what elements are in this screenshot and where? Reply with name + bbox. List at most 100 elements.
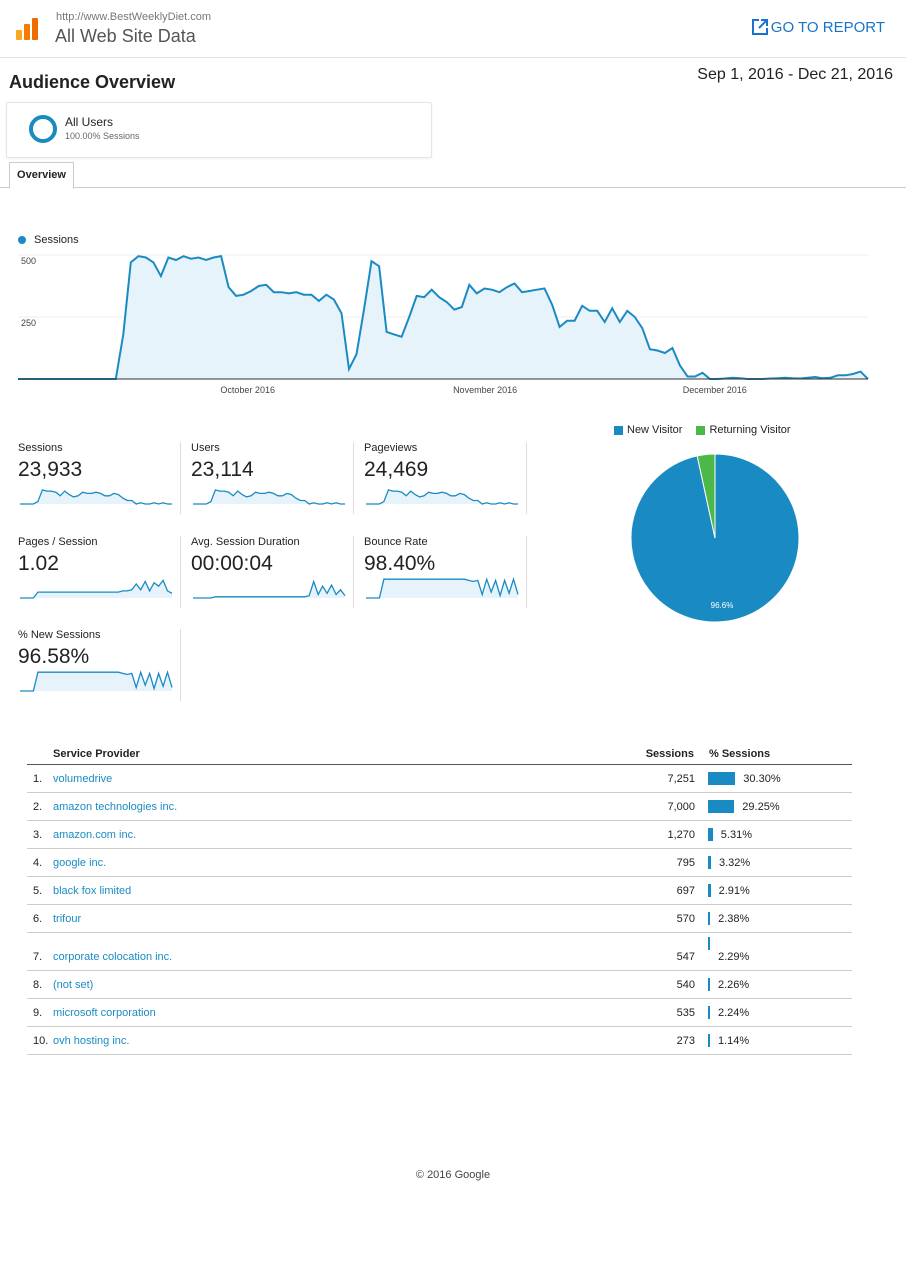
row-index: 1. (33, 773, 43, 785)
row-share-bar (708, 937, 711, 950)
tab-overview[interactable]: Overview (9, 162, 74, 189)
table-row: 6. trifour 570 2.38% (27, 905, 852, 933)
row-index: 3. (33, 829, 43, 841)
row-provider-link[interactable]: ovh hosting inc. (53, 1035, 130, 1047)
external-link-icon (751, 19, 768, 35)
row-sessions: 7,000 (667, 801, 695, 813)
metric-sparkline (366, 489, 518, 505)
metric-sparkline (20, 489, 172, 505)
footer-copyright: © 2016 Google (415, 1169, 491, 1181)
legend-dot (18, 236, 26, 244)
sparkline-area (20, 672, 172, 691)
row-share-bar (708, 884, 711, 897)
row-pct-sessions: 3.32% (719, 857, 751, 869)
sparkline-line (366, 489, 518, 505)
table-row: 3. amazon.com inc. 1,270 5.31% (27, 821, 852, 849)
row-provider-link[interactable]: volumedrive (53, 773, 113, 785)
row-share-bar (708, 828, 713, 841)
sparkline-line (193, 489, 345, 505)
table-row: 1. volumedrive 7,251 30.30% (27, 765, 852, 793)
sparkline-area (193, 581, 345, 598)
chart-legend-sessions: Sessions (18, 234, 79, 246)
row-share-bar (708, 1006, 710, 1019)
header-sessions[interactable]: Sessions (645, 748, 694, 760)
row-pct-sessions: 5.31% (720, 829, 752, 841)
row-pct-sessions: 2.24% (718, 1007, 750, 1019)
metric-value: 98.40% (364, 552, 436, 575)
row-sessions: 570 (676, 913, 695, 925)
row-index: 8. (33, 979, 43, 991)
table-row: 9. microsoft corporation 535 2.24% (27, 999, 852, 1027)
legend-label-returning: Returning Visitor (709, 424, 791, 436)
property-url: http://www.BestWeeklyDiet.com (56, 11, 212, 23)
metric-label: % New Sessions (18, 629, 101, 641)
metric-label: Pages / Session (18, 536, 98, 548)
metric-sparkline (366, 576, 519, 599)
analytics-logo-icon (16, 18, 38, 40)
sparkline-area (366, 579, 518, 598)
row-index: 10. (33, 1035, 49, 1047)
pie-slice (696, 453, 716, 539)
x-tick-label: October 2016 (220, 385, 275, 395)
y-tick-500: 500 (21, 256, 37, 266)
row-index: 9. (33, 1007, 43, 1019)
row-share-bar (708, 856, 711, 869)
metric-label: Avg. Session Duration (191, 536, 300, 548)
row-provider-link[interactable]: corporate colocation inc. (53, 951, 173, 963)
header-provider[interactable]: Service Provider (53, 748, 140, 760)
row-provider-link[interactable]: microsoft corporation (53, 1007, 156, 1019)
page-title: Audience Overview (9, 72, 176, 92)
row-share-bar (708, 772, 736, 785)
row-sessions: 540 (676, 979, 695, 991)
row-sessions: 535 (676, 1007, 695, 1019)
legend-swatch-new (614, 425, 623, 435)
metric-sparkline (20, 669, 173, 692)
sparkline-line (366, 576, 519, 599)
segment-name: All Users (65, 115, 114, 129)
pie-legend: New Visitor Returning Visitor (614, 424, 791, 436)
row-index: 2. (33, 801, 43, 813)
sparkline-line (20, 489, 172, 505)
segment-card[interactable]: All Users 100.00% Sessions (6, 102, 432, 158)
row-index: 4. (33, 857, 43, 869)
x-tick-label: November 2016 (453, 385, 517, 395)
table-row: 7. corporate colocation inc. 547 2.29% (27, 933, 852, 971)
legend-label-new: New Visitor (627, 424, 683, 436)
metric-sparkline (193, 489, 345, 505)
metric-value: 00:00:04 (191, 552, 273, 575)
metric-label: Sessions (18, 442, 63, 454)
header-divider (0, 57, 906, 58)
metric-card: Pageviews 24,469 (364, 442, 527, 514)
row-provider-link[interactable]: black fox limited (53, 885, 132, 897)
metric-value: 24,469 (364, 458, 429, 481)
sparkline-area (20, 489, 172, 504)
row-provider-link[interactable]: trifour (53, 913, 82, 925)
legend-swatch-returning (696, 425, 706, 435)
header-pct-sessions[interactable]: % Sessions (709, 748, 771, 760)
metric-sparkline (20, 579, 173, 599)
row-provider-link[interactable]: (not set) (53, 979, 94, 991)
sparkline-area (366, 489, 518, 504)
row-sessions: 273 (676, 1035, 695, 1047)
row-sessions: 697 (676, 885, 695, 897)
legend-label-sessions: Sessions (34, 234, 79, 246)
sparkline-area (193, 489, 345, 504)
row-share-bar (708, 1034, 710, 1047)
row-provider-link[interactable]: google inc. (53, 857, 107, 869)
row-provider-link[interactable]: amazon technologies inc. (53, 801, 178, 813)
tab-divider (0, 187, 906, 188)
go-to-report-button[interactable]: GO TO REPORT (751, 18, 885, 36)
segment-sessions: 100.00% Sessions (65, 131, 140, 141)
go-to-report-label: GO TO REPORT (770, 18, 885, 36)
pie-slice-label: 96.6% (711, 601, 734, 610)
sessions-line (18, 255, 869, 380)
row-index: 7. (33, 951, 43, 963)
row-pct-sessions: 2.29% (718, 951, 750, 963)
row-sessions: 1,270 (667, 829, 695, 841)
row-index: 6. (33, 913, 43, 925)
row-share-bar (708, 978, 710, 991)
row-provider-link[interactable]: amazon.com inc. (53, 829, 137, 841)
row-share-bar (708, 912, 711, 925)
metric-card: Pages / Session 1.02 (18, 536, 181, 608)
table-header: Service Provider Sessions % Sessions (27, 744, 852, 765)
